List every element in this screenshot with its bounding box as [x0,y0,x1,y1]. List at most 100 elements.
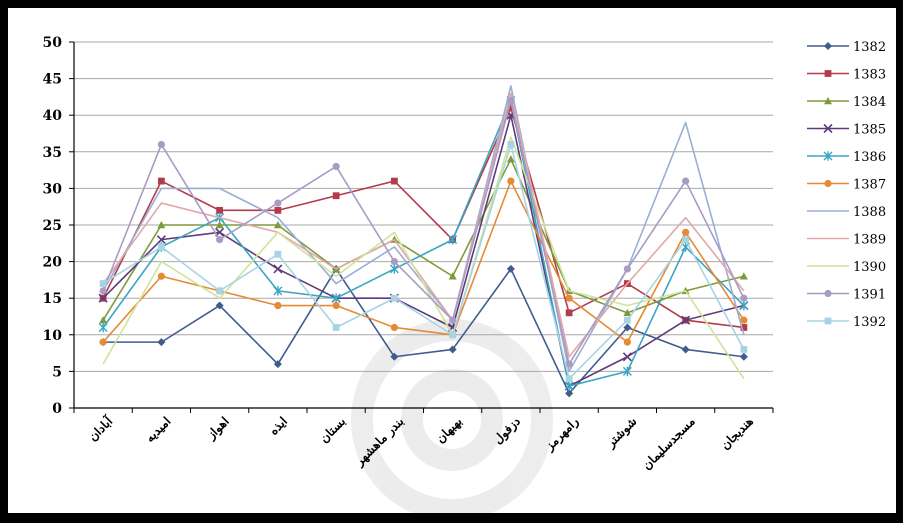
y-tick-label: 20 [43,255,63,271]
data-point [507,104,515,112]
data-point [390,352,399,361]
data-point [157,221,166,229]
data-point [157,140,165,149]
data-point [215,301,224,310]
data-point [565,375,573,383]
legend-label: 1388 [853,205,886,220]
series-1383 [99,104,748,331]
data-point [332,162,340,171]
data-point [99,338,107,346]
series-1392 [99,141,748,383]
data-point [565,360,573,368]
series-line [102,180,745,343]
legend-label: 1387 [853,178,886,193]
data-point [739,300,749,311]
watermark-emblem [351,319,553,521]
data-point [157,177,165,185]
x-tick-label: اهواز [203,414,232,443]
x-tick-label: هندیجان [718,414,756,452]
data-point [449,331,457,339]
legend-marker [824,289,832,298]
data-point [216,236,224,244]
legend-marker [824,317,832,325]
data-point [390,294,398,302]
data-point [682,228,690,236]
legend-label: 1382 [853,40,886,55]
data-point [156,235,166,245]
data-point [274,250,282,258]
data-point [740,346,748,353]
series-lines [98,85,749,398]
x-tick-label: شوشتر [603,414,640,451]
series-line [102,92,745,358]
data-point [274,301,282,310]
legend-item: 1383 [807,68,886,83]
data-point [274,199,282,207]
series-line [102,99,745,365]
legend-label: 1390 [853,260,886,275]
axes [69,41,774,413]
data-point [565,309,573,317]
legend-item: 1388 [807,205,886,220]
data-point [390,177,398,185]
y-tick-label: 15 [43,291,62,307]
series-line [102,143,745,380]
data-point [622,352,632,362]
series-line [102,136,745,380]
series-line [103,268,744,395]
data-point [449,316,457,324]
legend-marker [824,97,832,105]
data-point [507,177,515,185]
y-tick-label: 40 [43,108,63,124]
legend-label: 1385 [853,123,886,138]
data-point [389,264,399,274]
data-point [216,206,224,214]
data-point [507,96,515,105]
y-tick-label: 35 [43,145,62,161]
data-point [682,236,690,244]
data-point [448,234,458,245]
legend-marker [824,179,832,188]
data-point [99,280,107,287]
data-point [216,287,224,295]
data-point [448,345,457,354]
legend-label: 1384 [853,95,886,110]
data-point [623,308,632,317]
data-point [506,155,515,163]
legend-label: 1386 [853,150,886,165]
data-point [273,286,283,296]
data-point [99,316,108,324]
data-point [564,381,574,391]
data-point [681,345,690,354]
data-point [332,324,340,331]
legend-label: 1391 [853,288,886,303]
data-point [739,272,748,280]
data-point [157,338,166,347]
y-tick-label: 0 [52,401,62,417]
data-point [157,243,165,251]
legend-label: 1389 [853,233,886,248]
data-point [215,221,224,229]
data-point [448,272,457,280]
legend-item: 1391 [807,288,886,303]
legend-marker [823,123,833,134]
data-point [739,352,748,361]
data-point [623,323,632,332]
series-line [102,107,744,329]
data-point [98,293,108,303]
data-point [506,264,515,273]
data-point [274,206,282,214]
data-point [331,293,341,303]
legend-item: 1387 [807,178,886,193]
series-1390 [102,136,745,380]
data-point [681,315,691,325]
data-point [273,264,283,274]
legend-label: 1383 [853,68,886,83]
data-point [740,316,748,324]
x-tick-label: مسجدسلیمان [640,414,698,472]
legend: 1382 1383 1384 1385 1386 1387 1388 1389 1390 1391… [807,40,886,330]
legend-marker [824,42,832,50]
data-point [332,192,340,200]
data-point [99,287,107,295]
